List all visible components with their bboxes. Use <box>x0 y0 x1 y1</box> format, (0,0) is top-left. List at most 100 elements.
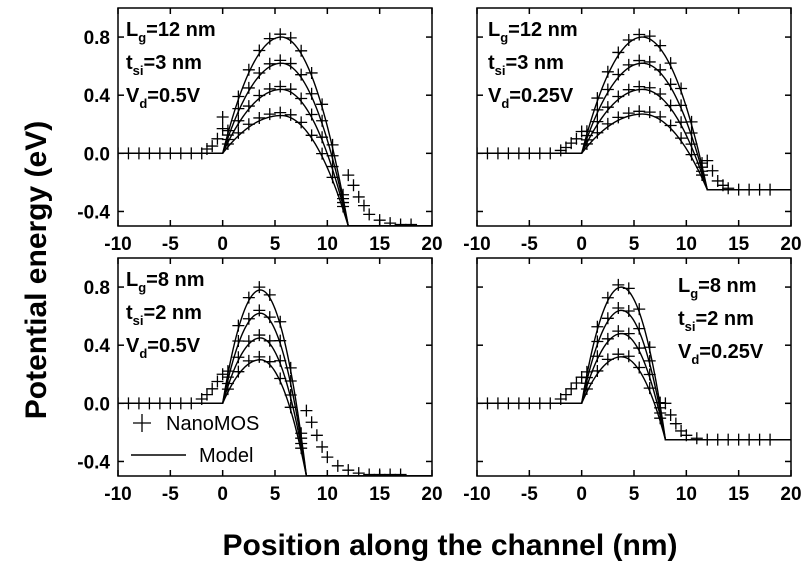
annotation-line: Lg=12 nm <box>126 19 216 45</box>
annotation-line: Vd=0.5V <box>126 85 201 111</box>
annotation-main: t <box>126 302 133 324</box>
nanomos-marker <box>523 397 536 410</box>
nanomos-marker <box>591 335 604 348</box>
y-tick-label: 0.8 <box>84 28 110 49</box>
model-curve-3 <box>118 359 432 476</box>
legend-model-label: Model <box>199 445 253 467</box>
model-curve-0 <box>477 36 791 191</box>
nanomos-marker <box>491 397 504 410</box>
nanomos-marker <box>601 312 614 325</box>
nanomos-marker <box>284 389 297 402</box>
x-tick-label: 20 <box>421 484 442 505</box>
nanomos-marker <box>591 126 604 139</box>
nanomos-marker <box>331 459 344 472</box>
plot-area <box>118 281 432 476</box>
nanomos-marker <box>743 183 756 196</box>
nanomos-marker <box>305 108 318 121</box>
panel-bottom-left: -10 -5 0 5 10 15 20 0.8 0.4 0.0 -0.4 Lg=8 nm tsi=2 n… <box>77 257 443 505</box>
nanomos-marker <box>722 182 735 195</box>
x-tick-label: -10 <box>104 484 131 505</box>
nanomos-marker <box>284 401 297 414</box>
nanomos-marker <box>232 351 245 364</box>
annotation-line: Lg=8 nm <box>678 275 757 301</box>
model-curve-3 <box>118 114 432 226</box>
annotation-rest: =0.25V <box>699 341 764 363</box>
nanomos-marker <box>242 100 255 113</box>
nanomos-marker <box>601 332 614 345</box>
nanomos-marker <box>675 99 688 112</box>
nanomos-marker <box>633 342 646 355</box>
nanomos-marker <box>481 397 494 410</box>
nanomos-marker <box>305 129 318 142</box>
nanomos-marker <box>544 147 557 160</box>
x-tick-label: -10 <box>104 234 131 255</box>
nanomos-marker <box>523 147 536 160</box>
nanomos-marker <box>643 106 656 119</box>
nanomos-marker <box>394 218 407 226</box>
nanomos-marker <box>633 105 646 118</box>
nanomos-marker <box>591 350 604 363</box>
nanomos-marker <box>305 416 318 429</box>
annotation-rest: =2 nm <box>144 302 202 324</box>
annotation-sub: si <box>495 63 506 78</box>
x-tick-label: 15 <box>369 234 391 255</box>
nanomos-marker <box>118 397 124 410</box>
nanomos-marker <box>512 397 525 410</box>
annotation-sub: g <box>138 280 146 295</box>
nanomos-marker <box>242 312 255 325</box>
nanomos-marker <box>122 397 135 410</box>
nanomos-marker <box>253 44 266 57</box>
nanomos-marker <box>316 114 329 127</box>
nanomos-marker <box>675 82 688 95</box>
nanomos-marker <box>664 57 677 70</box>
nanomos-marker <box>622 83 635 96</box>
nanomos-marker <box>743 433 756 446</box>
nanomos-marker <box>316 147 329 160</box>
nanomos-marker <box>263 108 276 121</box>
nanomos-marker <box>622 327 635 340</box>
nanomos-marker <box>342 464 355 476</box>
nanomos-marker <box>394 468 407 476</box>
annotation-rest: =0.5V <box>147 335 200 357</box>
nanomos-marker <box>690 432 703 445</box>
nanomos-marker <box>295 442 308 455</box>
nanomos-marker <box>654 88 667 101</box>
model-curve-0 <box>118 289 432 476</box>
nanomos-marker <box>601 101 614 114</box>
x-tick-label: 0 <box>576 234 587 255</box>
x-tick-label: 5 <box>270 234 281 255</box>
nanomos-marker <box>685 126 698 139</box>
annotation-main: t <box>126 52 133 74</box>
nanomos-marker <box>232 90 245 103</box>
nanomos-marker <box>242 354 255 367</box>
nanomos-marker <box>221 383 234 396</box>
nanomos-marker <box>263 311 276 324</box>
nanomos-marker <box>622 350 635 363</box>
nanomos-marker <box>232 319 245 332</box>
annotation-main: L <box>488 19 500 41</box>
nanomos-marker <box>185 147 198 160</box>
nanomos-marker <box>612 90 625 103</box>
nanomos-marker <box>643 55 656 68</box>
nanomos-marker <box>253 89 266 102</box>
nanomos-marker <box>664 408 677 421</box>
nanomos-marker <box>601 353 614 366</box>
nanomos-marker <box>200 388 213 401</box>
nanomos-marker <box>664 78 677 91</box>
nanomos-marker <box>274 334 287 347</box>
y-tick-label: 0.8 <box>84 278 110 299</box>
nanomos-marker <box>533 147 546 160</box>
nanomos-marker <box>559 388 572 401</box>
annotation-line: Vd=0.5V <box>126 335 201 361</box>
annotation-sub: si <box>133 63 144 78</box>
x-tick-label: 10 <box>317 484 338 505</box>
nanomos-marker <box>174 397 187 410</box>
annotation-rest: =0.25V <box>509 85 574 107</box>
nanomos-marker <box>706 164 719 177</box>
nanomos-marker <box>216 122 229 135</box>
nanomos-marker <box>253 329 266 342</box>
annotation-line: tsi=2 nm <box>678 308 754 334</box>
x-axis-title: Position along the channel (nm) <box>222 529 677 562</box>
nanomos-marker <box>716 179 729 192</box>
nanomos-marker <box>274 106 287 119</box>
